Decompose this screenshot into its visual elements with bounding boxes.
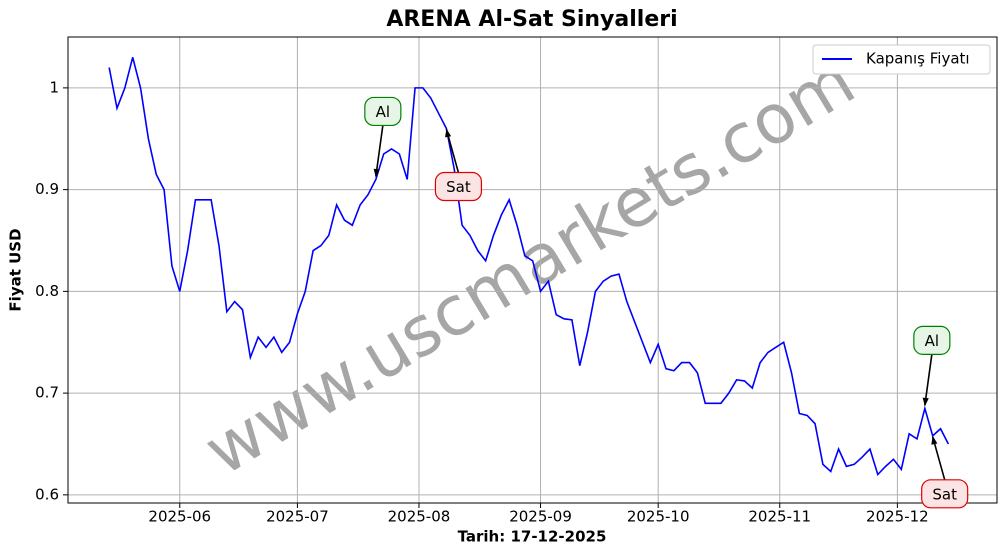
price-line [108, 57, 950, 477]
annotation-arrowhead [373, 168, 380, 178]
y-tick-label: 0.6 [35, 485, 59, 503]
chart-title: ARENA Al-Sat Sinyalleri [386, 7, 677, 32]
x-axis-label: Tarih: 17-12-2025 [458, 528, 607, 546]
annotation-label: Sat [932, 485, 957, 503]
plot-frame [67, 36, 998, 504]
x-tick-label: 2025-11 [748, 508, 811, 526]
annotation-arrowhead [922, 397, 929, 407]
annotation-label: Sat [446, 178, 471, 196]
y-tick-label: 1 [49, 78, 59, 96]
y-tick-label: 0.9 [35, 180, 59, 198]
legend-label: Kapanış Fiyatı [866, 50, 970, 68]
x-tick-label: 2025-06 [148, 508, 211, 526]
y-tick-label: 0.7 [35, 384, 59, 402]
x-tick-label: 2025-09 [509, 508, 572, 526]
y-tick-label: 0.8 [35, 282, 59, 300]
annotation-arrowhead [931, 435, 938, 445]
annotation-box [913, 325, 951, 355]
annotation-arrow [924, 354, 933, 406]
annotation-label: Al [376, 103, 390, 121]
annotation-box [434, 171, 483, 202]
annotation-label: Al [925, 332, 939, 350]
annotation-arrow [375, 125, 384, 177]
annotation-box [364, 96, 402, 127]
legend-box [812, 44, 991, 75]
x-tick-label: 2025-10 [627, 508, 690, 526]
x-tick-label: 2025-08 [388, 508, 451, 526]
annotation-arrowhead [445, 128, 452, 138]
watermark: www.uscmarkets.com [192, 42, 868, 492]
y-axis-label: Fiyat USD [7, 228, 25, 311]
x-tick-label: 2025-12 [866, 508, 929, 526]
annotation-box [921, 479, 969, 509]
legend: Kapanış Fiyatı [812, 44, 991, 75]
x-tick-label: 2025-07 [266, 508, 329, 526]
